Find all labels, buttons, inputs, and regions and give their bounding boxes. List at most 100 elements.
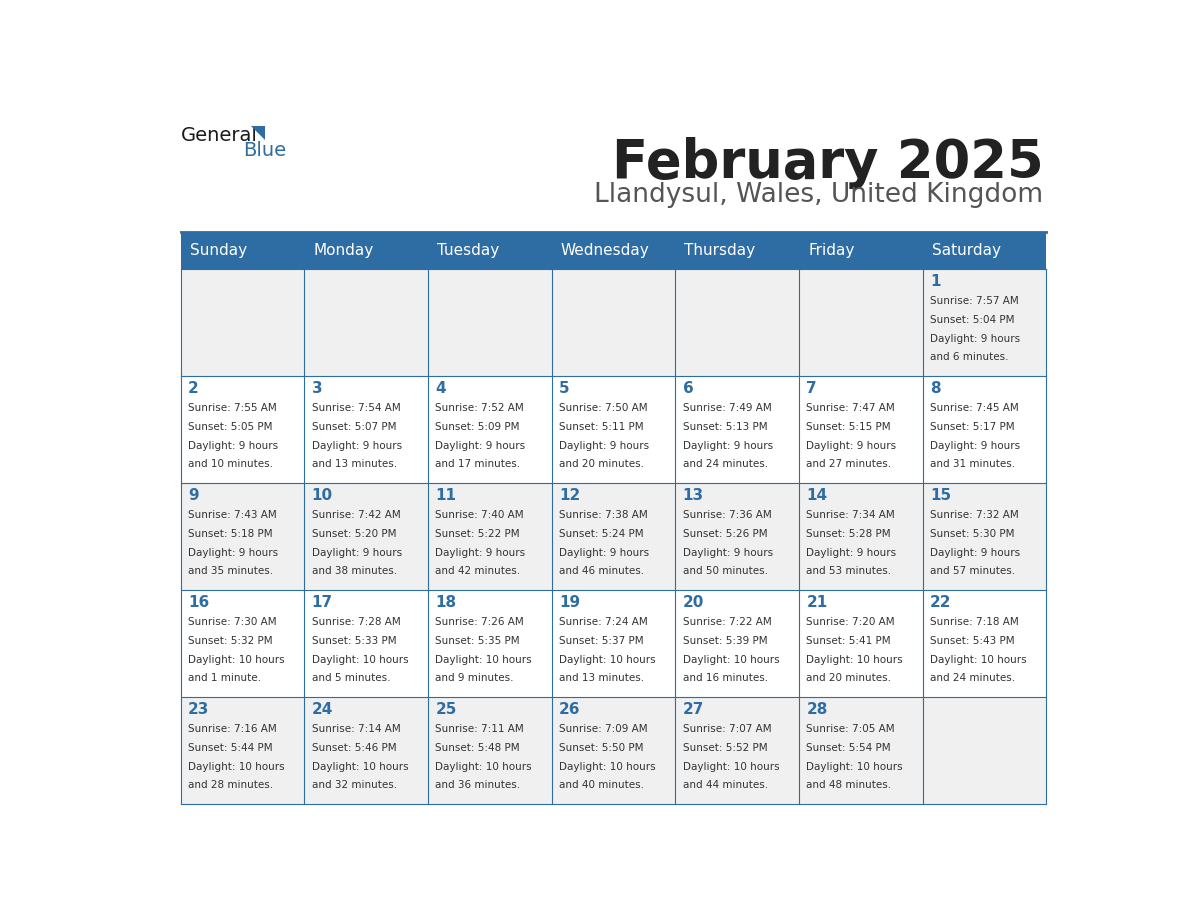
Text: 20: 20 — [683, 595, 704, 610]
Text: 15: 15 — [930, 488, 952, 503]
Text: and 24 minutes.: and 24 minutes. — [930, 673, 1015, 683]
Text: Sunset: 5:30 PM: Sunset: 5:30 PM — [930, 529, 1015, 539]
Text: Daylight: 9 hours: Daylight: 9 hours — [560, 547, 649, 557]
Bar — [181, 483, 1047, 590]
Text: 4: 4 — [435, 381, 446, 397]
Text: Sunset: 5:48 PM: Sunset: 5:48 PM — [435, 743, 520, 753]
Text: Sunset: 5:24 PM: Sunset: 5:24 PM — [560, 529, 644, 539]
Text: and 5 minutes.: and 5 minutes. — [311, 673, 390, 683]
Text: Tuesday: Tuesday — [437, 243, 499, 258]
Text: 28: 28 — [807, 702, 828, 717]
Text: and 6 minutes.: and 6 minutes. — [930, 353, 1009, 363]
Text: Sunrise: 7:24 AM: Sunrise: 7:24 AM — [560, 617, 647, 627]
Text: Sunrise: 7:36 AM: Sunrise: 7:36 AM — [683, 510, 771, 521]
Bar — [181, 590, 1047, 698]
Text: 14: 14 — [807, 488, 827, 503]
Text: Sunrise: 7:40 AM: Sunrise: 7:40 AM — [435, 510, 524, 521]
Text: Sunrise: 7:47 AM: Sunrise: 7:47 AM — [807, 403, 895, 413]
Text: 17: 17 — [311, 595, 333, 610]
Text: and 31 minutes.: and 31 minutes. — [930, 459, 1015, 469]
Text: Sunrise: 7:28 AM: Sunrise: 7:28 AM — [311, 617, 400, 627]
Text: Daylight: 9 hours: Daylight: 9 hours — [560, 441, 649, 451]
Text: Sunrise: 7:26 AM: Sunrise: 7:26 AM — [435, 617, 524, 627]
Text: Daylight: 10 hours: Daylight: 10 hours — [560, 762, 656, 772]
Text: and 44 minutes.: and 44 minutes. — [683, 780, 767, 790]
Text: Sunrise: 7:16 AM: Sunrise: 7:16 AM — [188, 724, 277, 734]
Text: and 13 minutes.: and 13 minutes. — [560, 673, 644, 683]
Text: Daylight: 10 hours: Daylight: 10 hours — [311, 655, 409, 665]
Text: Sunrise: 7:22 AM: Sunrise: 7:22 AM — [683, 617, 771, 627]
Text: Sunrise: 7:18 AM: Sunrise: 7:18 AM — [930, 617, 1018, 627]
Text: and 42 minutes.: and 42 minutes. — [435, 566, 520, 577]
Text: Daylight: 9 hours: Daylight: 9 hours — [188, 441, 278, 451]
Text: Sunrise: 7:50 AM: Sunrise: 7:50 AM — [560, 403, 647, 413]
Text: Daylight: 9 hours: Daylight: 9 hours — [683, 547, 772, 557]
Text: Daylight: 9 hours: Daylight: 9 hours — [807, 441, 897, 451]
Text: and 27 minutes.: and 27 minutes. — [807, 459, 891, 469]
Text: Sunrise: 7:57 AM: Sunrise: 7:57 AM — [930, 297, 1018, 306]
Text: 16: 16 — [188, 595, 209, 610]
Text: and 46 minutes.: and 46 minutes. — [560, 566, 644, 577]
Text: Sunset: 5:17 PM: Sunset: 5:17 PM — [930, 421, 1015, 431]
Text: Sunset: 5:43 PM: Sunset: 5:43 PM — [930, 636, 1015, 646]
Text: Daylight: 10 hours: Daylight: 10 hours — [188, 655, 285, 665]
Bar — [181, 698, 1047, 804]
Text: Daylight: 10 hours: Daylight: 10 hours — [930, 655, 1026, 665]
Text: Daylight: 9 hours: Daylight: 9 hours — [930, 441, 1020, 451]
Text: Daylight: 10 hours: Daylight: 10 hours — [188, 762, 285, 772]
Text: 8: 8 — [930, 381, 941, 397]
Text: Sunset: 5:07 PM: Sunset: 5:07 PM — [311, 421, 397, 431]
Text: 1: 1 — [930, 274, 941, 289]
Text: Daylight: 9 hours: Daylight: 9 hours — [930, 547, 1020, 557]
Text: Daylight: 10 hours: Daylight: 10 hours — [683, 762, 779, 772]
Text: Monday: Monday — [314, 243, 374, 258]
Text: and 13 minutes.: and 13 minutes. — [311, 459, 397, 469]
Text: Llandysul, Wales, United Kingdom: Llandysul, Wales, United Kingdom — [594, 183, 1043, 208]
Text: Sunset: 5:09 PM: Sunset: 5:09 PM — [435, 421, 520, 431]
Text: and 32 minutes.: and 32 minutes. — [311, 780, 397, 790]
Text: 11: 11 — [435, 488, 456, 503]
Text: and 50 minutes.: and 50 minutes. — [683, 566, 767, 577]
Text: Daylight: 10 hours: Daylight: 10 hours — [560, 655, 656, 665]
Text: Sunrise: 7:34 AM: Sunrise: 7:34 AM — [807, 510, 895, 521]
Text: Sunset: 5:50 PM: Sunset: 5:50 PM — [560, 743, 644, 753]
Text: Daylight: 9 hours: Daylight: 9 hours — [311, 547, 402, 557]
Text: and 20 minutes.: and 20 minutes. — [560, 459, 644, 469]
Text: Blue: Blue — [244, 140, 286, 160]
Text: Daylight: 10 hours: Daylight: 10 hours — [435, 762, 532, 772]
Text: 9: 9 — [188, 488, 198, 503]
Text: Sunset: 5:11 PM: Sunset: 5:11 PM — [560, 421, 644, 431]
Text: Sunrise: 7:09 AM: Sunrise: 7:09 AM — [560, 724, 647, 734]
Text: Sunset: 5:22 PM: Sunset: 5:22 PM — [435, 529, 520, 539]
Text: Daylight: 9 hours: Daylight: 9 hours — [311, 441, 402, 451]
Text: Sunrise: 7:20 AM: Sunrise: 7:20 AM — [807, 617, 895, 627]
Text: and 10 minutes.: and 10 minutes. — [188, 459, 273, 469]
Text: and 53 minutes.: and 53 minutes. — [807, 566, 891, 577]
Text: Sunday: Sunday — [190, 243, 247, 258]
Text: and 24 minutes.: and 24 minutes. — [683, 459, 767, 469]
Text: Daylight: 9 hours: Daylight: 9 hours — [807, 547, 897, 557]
Text: Sunset: 5:46 PM: Sunset: 5:46 PM — [311, 743, 397, 753]
Text: Sunrise: 7:42 AM: Sunrise: 7:42 AM — [311, 510, 400, 521]
Bar — [181, 269, 1047, 376]
Text: Sunrise: 7:14 AM: Sunrise: 7:14 AM — [311, 724, 400, 734]
Text: 5: 5 — [560, 381, 569, 397]
Text: Sunrise: 7:30 AM: Sunrise: 7:30 AM — [188, 617, 277, 627]
Text: Daylight: 9 hours: Daylight: 9 hours — [683, 441, 772, 451]
Text: Friday: Friday — [808, 243, 854, 258]
Polygon shape — [251, 126, 265, 140]
Text: Daylight: 9 hours: Daylight: 9 hours — [435, 441, 525, 451]
Text: Sunrise: 7:11 AM: Sunrise: 7:11 AM — [435, 724, 524, 734]
Text: Sunset: 5:44 PM: Sunset: 5:44 PM — [188, 743, 273, 753]
Text: and 20 minutes.: and 20 minutes. — [807, 673, 891, 683]
Text: Daylight: 9 hours: Daylight: 9 hours — [188, 547, 278, 557]
Text: and 40 minutes.: and 40 minutes. — [560, 780, 644, 790]
Text: Sunrise: 7:38 AM: Sunrise: 7:38 AM — [560, 510, 647, 521]
Text: Sunrise: 7:52 AM: Sunrise: 7:52 AM — [435, 403, 524, 413]
Text: Daylight: 10 hours: Daylight: 10 hours — [807, 655, 903, 665]
Text: Sunset: 5:28 PM: Sunset: 5:28 PM — [807, 529, 891, 539]
Text: Sunset: 5:32 PM: Sunset: 5:32 PM — [188, 636, 273, 646]
Text: 10: 10 — [311, 488, 333, 503]
Bar — [181, 376, 1047, 483]
Text: Daylight: 9 hours: Daylight: 9 hours — [435, 547, 525, 557]
